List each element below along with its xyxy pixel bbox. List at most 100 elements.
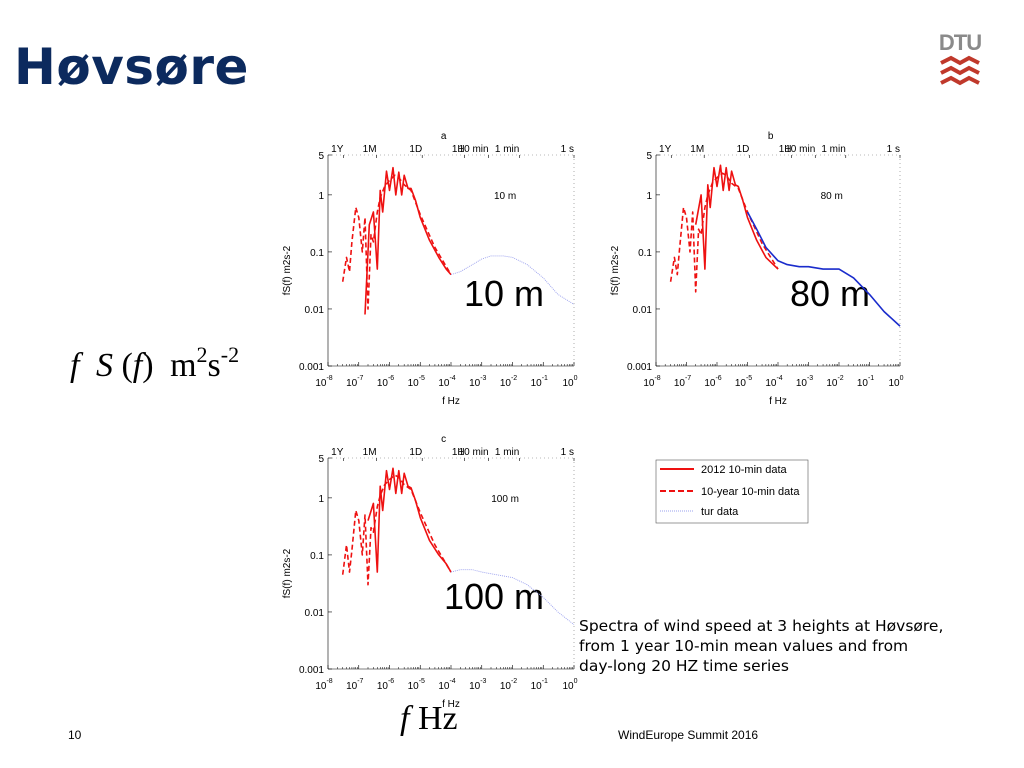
y-tick-label: 0.01 [633, 305, 653, 316]
legend-entry-10year: 10-year 10-min data [701, 486, 800, 498]
y-label-s: s [208, 347, 221, 384]
x-tick-label: 10-4 [438, 678, 455, 692]
x-tick-label: 100 [562, 678, 577, 692]
top-tick-label: 1M [363, 144, 377, 155]
plot-axes: 10-8 10-7 10-6 10-5 10-4 10-3 10-2 10-1 100 5 1 0.1… [299, 144, 578, 389]
top-tick-label: 1 min [821, 144, 845, 155]
svg-text:f S (f) m2s-2: f S (f) m2s-2 [70, 342, 239, 384]
y-label-m-exp: 2 [197, 342, 208, 367]
x-tick-label: 10-8 [643, 375, 660, 389]
height-label: 10 m [494, 191, 516, 202]
x-tick-label: 10-7 [346, 678, 363, 692]
x-tick-label: 10-2 [500, 375, 517, 389]
x-tick-label: 10-5 [735, 375, 752, 389]
x-tick-label: 10-6 [377, 375, 394, 389]
top-tick-label: 1H [452, 447, 465, 458]
x-tick-label: 10-6 [704, 375, 721, 389]
x-axis-label: f Hz [400, 700, 490, 738]
top-tick-label: 1 s [561, 144, 574, 155]
y-tick-label: 0.1 [638, 248, 652, 259]
series-line-1 [341, 174, 452, 310]
x-tick-label: 10-1 [531, 678, 548, 692]
top-tick-label: 1 min [495, 447, 519, 458]
x-label-f: f [400, 700, 410, 737]
y-tick-label: 5 [318, 151, 324, 162]
x-tick-label: 10-6 [377, 678, 394, 692]
x-tick-label: 10-2 [826, 375, 843, 389]
x-tick-label: 10-4 [765, 375, 782, 389]
y-tick-label: 0.01 [305, 608, 325, 619]
top-tick-label: 1Y [331, 144, 344, 155]
x-tick-label: 10-4 [438, 375, 455, 389]
big-height-label: 10 m [464, 273, 544, 314]
x-tick-label: 100 [888, 375, 903, 389]
footer-text: WindEurope Summit 2016 [618, 728, 759, 742]
plot-xlabel: f Hz [442, 396, 460, 407]
top-tick-label: 1M [690, 144, 704, 155]
y-tick-label: 1 [318, 191, 324, 202]
page-number: 10 [68, 728, 82, 742]
top-tick-label: 1D [737, 144, 750, 155]
y-label-s-exp: -2 [221, 342, 239, 367]
series-line-1 [669, 172, 779, 293]
plot-ylabel: fS(f) m2s-2 [610, 245, 621, 295]
big-height-label: 100 m [444, 576, 544, 617]
top-tick-label: 1D [409, 447, 422, 458]
panel-letter: b [768, 131, 774, 142]
x-tick-label: 10-8 [315, 678, 332, 692]
series-line-0 [694, 164, 779, 270]
spectrum-chart-100m: 10-8 10-7 10-6 10-5 10-4 10-3 10-2 10-1 100 5 1 0.1… [282, 434, 578, 710]
x-tick-label: 10-8 [315, 375, 332, 389]
x-tick-label: 10-1 [531, 375, 548, 389]
series-line-0 [367, 467, 452, 573]
y-tick-label: 1 [318, 494, 324, 505]
x-tick-label: 10-3 [469, 678, 486, 692]
x-tick-label: 10-7 [674, 375, 691, 389]
y-tick-label: 0.001 [299, 362, 324, 373]
top-tick-label: 10 min [459, 447, 489, 458]
x-tick-label: 10-5 [408, 375, 425, 389]
panel-letter: a [441, 131, 447, 142]
x-tick-label: 100 [562, 375, 577, 389]
series-line-1 [341, 474, 452, 586]
dtu-logo: DTU [939, 30, 982, 86]
slide-title: Høvsøre [14, 38, 249, 96]
plot-ylabel: fS(f) m2s-2 [282, 245, 293, 295]
top-tick-label: 1D [409, 144, 422, 155]
x-tick-label: 10-3 [796, 375, 813, 389]
y-tick-label: 1 [646, 191, 652, 202]
figure-caption: Spectra of wind speed at 3 heights at Hø… [579, 617, 944, 675]
big-height-label: 80 m [790, 273, 870, 314]
series-line-2 [450, 569, 575, 625]
plot-axes: 10-8 10-7 10-6 10-5 10-4 10-3 10-2 10-1 100 5 1 0.1… [627, 144, 904, 389]
top-tick-label: 1 s [887, 144, 900, 155]
top-tick-label: 1 s [561, 447, 574, 458]
y-tick-label: 0.001 [299, 665, 324, 676]
spectrum-chart-80m: 10-8 10-7 10-6 10-5 10-4 10-3 10-2 10-1 100 5 1 0.1… [610, 131, 904, 407]
x-tick-label: 10-3 [469, 375, 486, 389]
y-label-m: m [170, 347, 196, 384]
x-label-hz: Hz [417, 700, 458, 737]
y-tick-label: 0.1 [310, 248, 324, 259]
dtu-logo-waves-icon [940, 55, 980, 86]
legend-entry-2012: 2012 10-min data [701, 464, 787, 476]
top-tick-label: 1Y [659, 144, 672, 155]
legend-entry-tur: tur data [701, 506, 739, 518]
height-label: 80 m [821, 191, 843, 202]
top-tick-label: 1Y [331, 447, 344, 458]
y-tick-label: 5 [646, 151, 652, 162]
y-axis-label: f S (f) m2s-2 [70, 342, 239, 384]
chart-legend: 2012 10-min data 10-year 10-min data tur… [655, 459, 809, 524]
y-tick-label: 5 [318, 454, 324, 465]
y-label-S: S [96, 347, 113, 384]
x-tick-label: 10-5 [408, 678, 425, 692]
top-tick-label: 10 min [459, 144, 489, 155]
top-tick-label: 1H [452, 144, 465, 155]
series-line-2 [746, 211, 901, 327]
top-tick-label: 1H [779, 144, 792, 155]
series-line-0 [364, 166, 452, 315]
plot-axes: 10-8 10-7 10-6 10-5 10-4 10-3 10-2 10-1 100 5 1 0.1… [299, 447, 578, 692]
x-tick-label: 10-2 [500, 678, 517, 692]
x-tick-label: 10-1 [857, 375, 874, 389]
y-tick-label: 0.01 [305, 305, 325, 316]
